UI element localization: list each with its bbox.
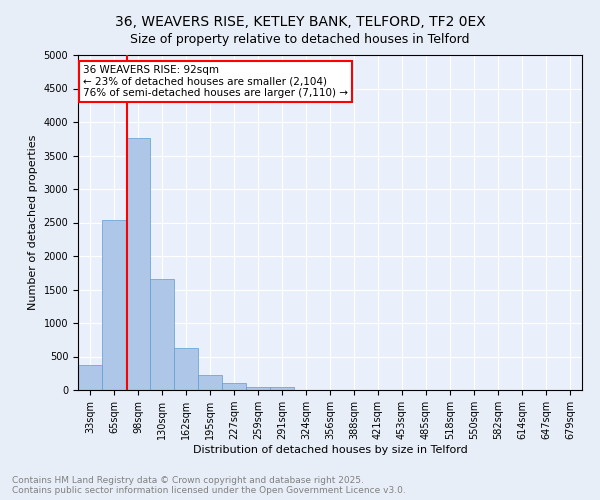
X-axis label: Distribution of detached houses by size in Telford: Distribution of detached houses by size … xyxy=(193,445,467,455)
Text: Size of property relative to detached houses in Telford: Size of property relative to detached ho… xyxy=(130,32,470,46)
Y-axis label: Number of detached properties: Number of detached properties xyxy=(28,135,38,310)
Bar xyxy=(126,138,150,390)
Bar xyxy=(78,364,102,390)
Bar xyxy=(246,387,270,390)
Bar xyxy=(198,374,222,390)
Bar xyxy=(102,220,126,390)
Text: Contains HM Land Registry data © Crown copyright and database right 2025.
Contai: Contains HM Land Registry data © Crown c… xyxy=(12,476,406,495)
Text: 36 WEAVERS RISE: 92sqm
← 23% of detached houses are smaller (2,104)
76% of semi-: 36 WEAVERS RISE: 92sqm ← 23% of detached… xyxy=(83,65,348,98)
Bar xyxy=(174,348,198,390)
Bar xyxy=(222,384,246,390)
Bar xyxy=(270,387,294,390)
Bar xyxy=(150,280,174,390)
Text: 36, WEAVERS RISE, KETLEY BANK, TELFORD, TF2 0EX: 36, WEAVERS RISE, KETLEY BANK, TELFORD, … xyxy=(115,15,485,29)
